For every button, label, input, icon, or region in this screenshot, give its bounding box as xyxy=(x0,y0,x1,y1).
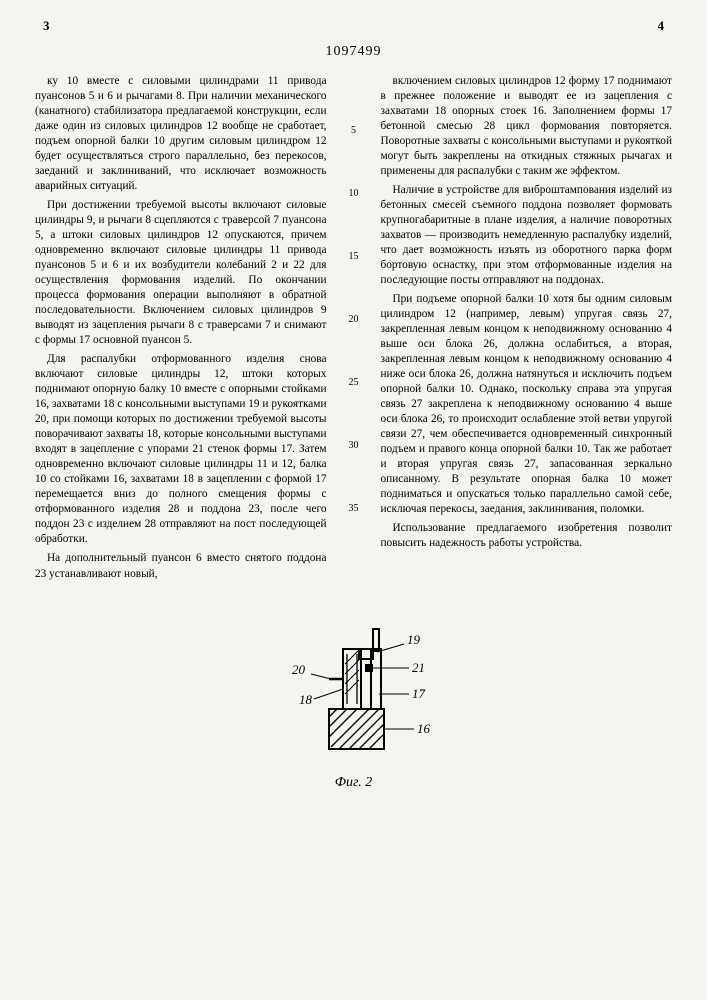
line-number-gutter: 5 10 15 20 25 30 35 xyxy=(347,74,361,586)
text-columns: ку 10 вместе с силовыми цилиндрами 11 пр… xyxy=(35,74,672,586)
page-number-right: 4 xyxy=(658,18,665,34)
paragraph: На дополнительный пуансон 6 вместо снято… xyxy=(35,551,327,581)
line-number: 20 xyxy=(349,313,359,326)
page-header: 3 4 xyxy=(35,18,672,34)
line-number: 25 xyxy=(349,376,359,389)
figure-caption: Фиг. 2 xyxy=(35,775,672,791)
line-number: 35 xyxy=(349,502,359,515)
paragraph: включением силовых цилиндров 12 форму 17… xyxy=(381,74,673,179)
left-column: ку 10 вместе с силовыми цилиндрами 11 пр… xyxy=(35,74,327,586)
label-21: 21 xyxy=(412,660,425,675)
label-16: 16 xyxy=(417,721,431,736)
paragraph: При достижении требуемой высоты включают… xyxy=(35,198,327,348)
base-block xyxy=(329,709,384,749)
line-number: 15 xyxy=(349,250,359,263)
line-number: 30 xyxy=(349,439,359,452)
right-column: включением силовых цилиндров 12 форму 17… xyxy=(381,74,673,586)
label-20: 20 xyxy=(292,662,306,677)
label-18: 18 xyxy=(299,692,313,707)
label-17: 17 xyxy=(412,686,426,701)
paragraph: Для распалубки отформованного изделия сн… xyxy=(35,352,327,547)
document-number: 1097499 xyxy=(35,44,672,60)
page-number-left: 3 xyxy=(43,18,50,34)
paragraph: Наличие в устройстве для виброштамповани… xyxy=(381,183,673,288)
paragraph: Использование предлагаемого изобретения … xyxy=(381,521,673,551)
label-19: 19 xyxy=(407,632,421,647)
figure-svg: 19 21 17 16 18 20 xyxy=(259,624,449,764)
figure-2: 19 21 17 16 18 20 Фиг. 2 xyxy=(35,624,672,791)
paragraph: ку 10 вместе с силовыми цилиндрами 11 пр… xyxy=(35,74,327,194)
paragraph: При подъеме опорной балки 10 хотя бы одн… xyxy=(381,292,673,517)
upper-extension xyxy=(373,629,379,651)
line-number: 10 xyxy=(349,187,359,200)
line-number: 5 xyxy=(351,124,356,137)
